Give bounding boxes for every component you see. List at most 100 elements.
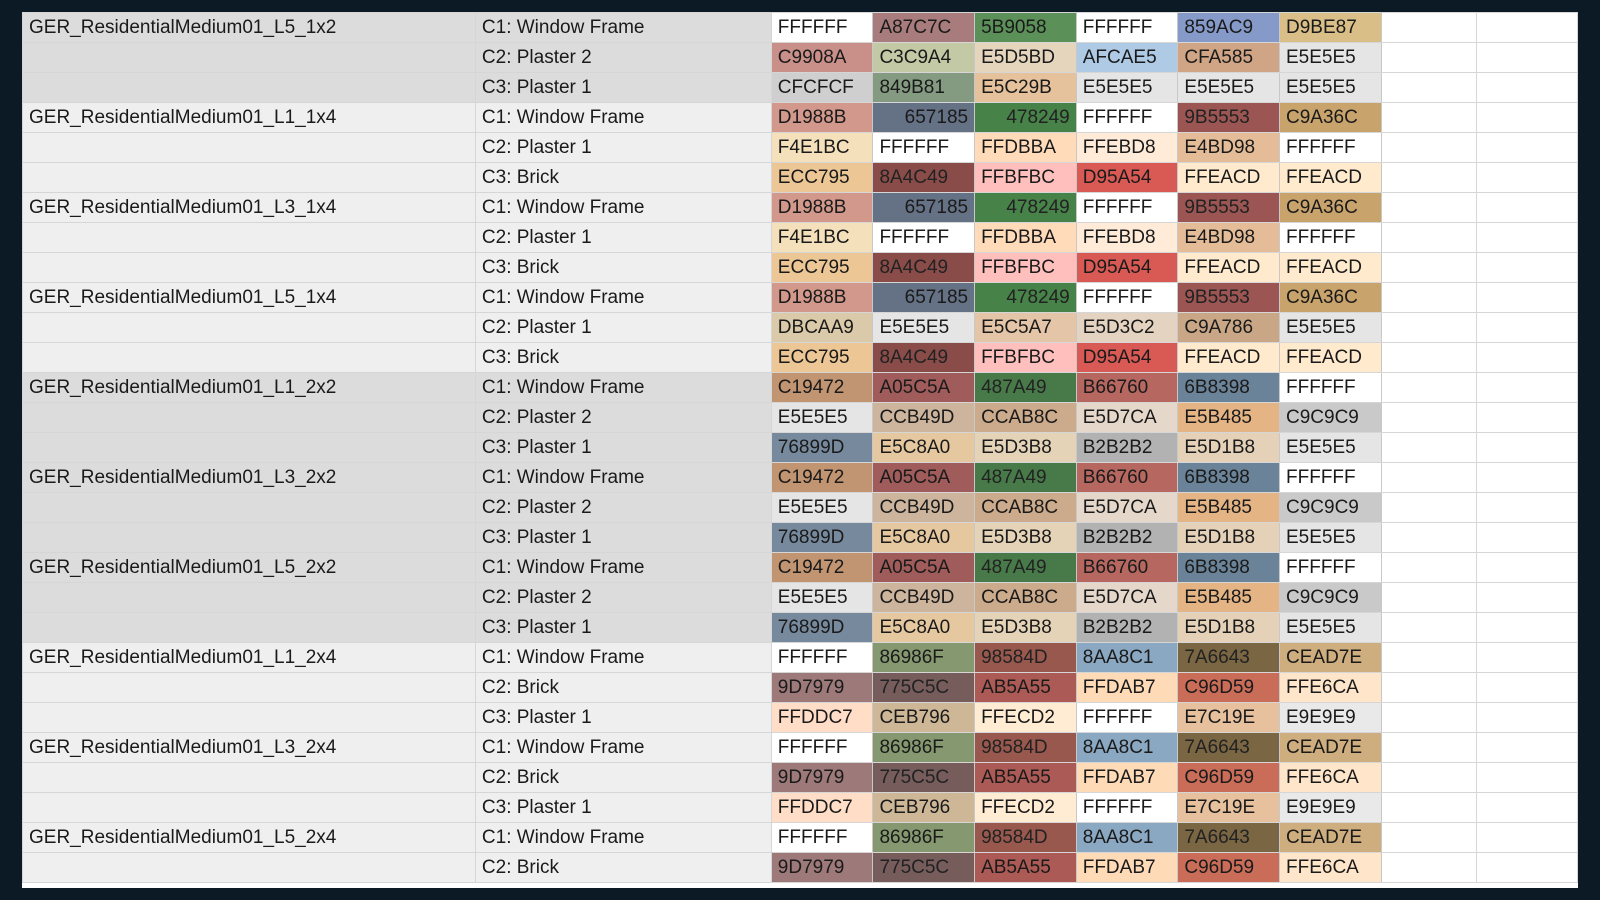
color-swatch-cell[interactable]: FFBFBC [974, 342, 1077, 373]
empty-cell[interactable] [1476, 282, 1578, 313]
color-swatch-cell[interactable]: 7A6643 [1177, 822, 1280, 853]
model-name-cell[interactable]: GER_ResidentialMedium01_L5_1x2 [22, 12, 476, 43]
color-swatch-cell[interactable]: E5E5E5 [770, 492, 874, 523]
empty-cell[interactable] [1476, 822, 1578, 853]
color-swatch-cell[interactable]: FFEACD [1177, 342, 1280, 373]
color-swatch-cell[interactable]: FFEACD [1279, 162, 1382, 193]
color-swatch-cell[interactable]: FFEACD [1279, 342, 1382, 373]
empty-cell[interactable] [1476, 792, 1578, 823]
color-swatch-cell[interactable]: A05C5A [872, 372, 976, 403]
color-swatch-cell[interactable]: E9E9E9 [1279, 702, 1382, 733]
empty-cell[interactable] [1476, 522, 1578, 553]
color-swatch-cell[interactable]: E5C8A0 [872, 522, 976, 553]
color-swatch-cell[interactable]: E5E5E5 [1075, 72, 1179, 103]
empty-cell[interactable] [1380, 552, 1478, 583]
color-swatch-cell[interactable]: 478249 [974, 102, 1077, 133]
color-swatch-cell[interactable]: FFFFFF [1279, 222, 1382, 253]
color-swatch-cell[interactable]: D95A54 [1075, 342, 1179, 373]
empty-cell[interactable] [1380, 342, 1478, 373]
color-swatch-cell[interactable]: DBCAA9 [770, 312, 874, 343]
color-swatch-cell[interactable]: B2B2B2 [1075, 522, 1179, 553]
color-swatch-cell[interactable]: 9D7979 [770, 762, 874, 793]
component-cell[interactable]: C1: Window Frame [474, 462, 772, 493]
color-swatch-cell[interactable]: 8AA8C1 [1075, 822, 1179, 853]
color-swatch-cell[interactable]: 76899D [770, 432, 874, 463]
empty-cell[interactable] [1380, 42, 1478, 73]
model-name-cell[interactable]: GER_ResidentialMedium01_L3_1x4 [22, 192, 476, 223]
color-swatch-cell[interactable]: FFFFFF [872, 222, 976, 253]
color-swatch-cell[interactable]: AB5A55 [974, 762, 1077, 793]
model-name-cell[interactable] [22, 582, 476, 613]
empty-cell[interactable] [1476, 162, 1578, 193]
color-swatch-cell[interactable]: 98584D [974, 732, 1077, 763]
empty-cell[interactable] [1380, 162, 1478, 193]
color-swatch-cell[interactable]: C19472 [770, 372, 874, 403]
component-cell[interactable]: C3: Plaster 1 [474, 612, 772, 643]
empty-cell[interactable] [1476, 42, 1578, 73]
color-swatch-cell[interactable]: D1988B [770, 102, 874, 133]
color-swatch-cell[interactable]: ECC795 [770, 342, 874, 373]
color-swatch-cell[interactable]: D1988B [770, 282, 874, 313]
empty-cell[interactable] [1476, 372, 1578, 403]
empty-cell[interactable] [1476, 732, 1578, 763]
empty-cell[interactable] [1380, 852, 1478, 883]
color-swatch-cell[interactable]: 487A49 [974, 462, 1077, 493]
empty-cell[interactable] [1476, 492, 1578, 523]
color-swatch-cell[interactable]: FFE6CA [1279, 762, 1382, 793]
color-swatch-cell[interactable]: FFEACD [1177, 252, 1280, 283]
empty-cell[interactable] [1380, 432, 1478, 463]
empty-cell[interactable] [1476, 252, 1578, 283]
empty-cell[interactable] [1476, 552, 1578, 583]
color-swatch-cell[interactable]: A05C5A [872, 552, 976, 583]
color-swatch-cell[interactable]: E5E5E5 [1279, 72, 1382, 103]
color-swatch-cell[interactable]: FFFFFF [1075, 192, 1179, 223]
color-swatch-cell[interactable]: ECC795 [770, 252, 874, 283]
color-swatch-cell[interactable]: AFCAE5 [1075, 42, 1179, 73]
color-swatch-cell[interactable]: 487A49 [974, 372, 1077, 403]
empty-cell[interactable] [1476, 72, 1578, 103]
color-swatch-cell[interactable]: FFBFBC [974, 162, 1077, 193]
color-swatch-cell[interactable]: E5C8A0 [872, 432, 976, 463]
color-swatch-cell[interactable]: A87C7C [872, 12, 976, 43]
empty-cell[interactable] [1380, 402, 1478, 433]
color-swatch-cell[interactable]: 8A4C49 [872, 342, 976, 373]
color-swatch-cell[interactable]: E5E5E5 [1279, 42, 1382, 73]
color-swatch-cell[interactable]: D1988B [770, 192, 874, 223]
color-swatch-cell[interactable]: CEAD7E [1279, 822, 1382, 853]
component-cell[interactable]: C2: Brick [474, 672, 772, 703]
empty-cell[interactable] [1476, 852, 1578, 883]
component-cell[interactable]: C3: Plaster 1 [474, 522, 772, 553]
color-swatch-cell[interactable]: 9B5553 [1177, 102, 1280, 133]
color-swatch-cell[interactable]: 775C5C [872, 852, 976, 883]
color-swatch-cell[interactable]: C96D59 [1177, 852, 1280, 883]
color-swatch-cell[interactable]: F4E1BC [770, 222, 874, 253]
empty-cell[interactable] [1476, 402, 1578, 433]
color-swatch-cell[interactable]: FFFFFF [1279, 132, 1382, 163]
color-swatch-cell[interactable]: E5E5E5 [872, 312, 976, 343]
color-swatch-cell[interactable]: CCAB8C [974, 492, 1077, 523]
color-swatch-cell[interactable]: C9A36C [1279, 282, 1382, 313]
color-swatch-cell[interactable]: FFFFFF [1279, 372, 1382, 403]
color-swatch-cell[interactable]: 657185 [872, 102, 976, 133]
empty-cell[interactable] [1476, 132, 1578, 163]
component-cell[interactable]: C3: Brick [474, 342, 772, 373]
color-swatch-cell[interactable]: B66760 [1075, 372, 1179, 403]
empty-cell[interactable] [1380, 252, 1478, 283]
color-swatch-cell[interactable]: 9D7979 [770, 852, 874, 883]
color-swatch-cell[interactable]: CFCFCF [770, 72, 874, 103]
color-swatch-cell[interactable]: E5E5E5 [1279, 432, 1382, 463]
empty-cell[interactable] [1476, 102, 1578, 133]
empty-cell[interactable] [1476, 192, 1578, 223]
empty-cell[interactable] [1380, 102, 1478, 133]
color-swatch-cell[interactable]: FFECD2 [974, 702, 1077, 733]
empty-cell[interactable] [1476, 582, 1578, 613]
model-name-cell[interactable] [22, 252, 476, 283]
model-name-cell[interactable] [22, 672, 476, 703]
color-swatch-cell[interactable]: E5D3B8 [974, 432, 1077, 463]
color-swatch-cell[interactable]: FFDAB7 [1075, 672, 1179, 703]
color-swatch-cell[interactable]: E5D1B8 [1177, 522, 1280, 553]
color-swatch-cell[interactable]: CFA585 [1177, 42, 1280, 73]
color-swatch-cell[interactable]: FFE6CA [1279, 672, 1382, 703]
empty-cell[interactable] [1380, 462, 1478, 493]
color-swatch-cell[interactable]: C19472 [770, 552, 874, 583]
